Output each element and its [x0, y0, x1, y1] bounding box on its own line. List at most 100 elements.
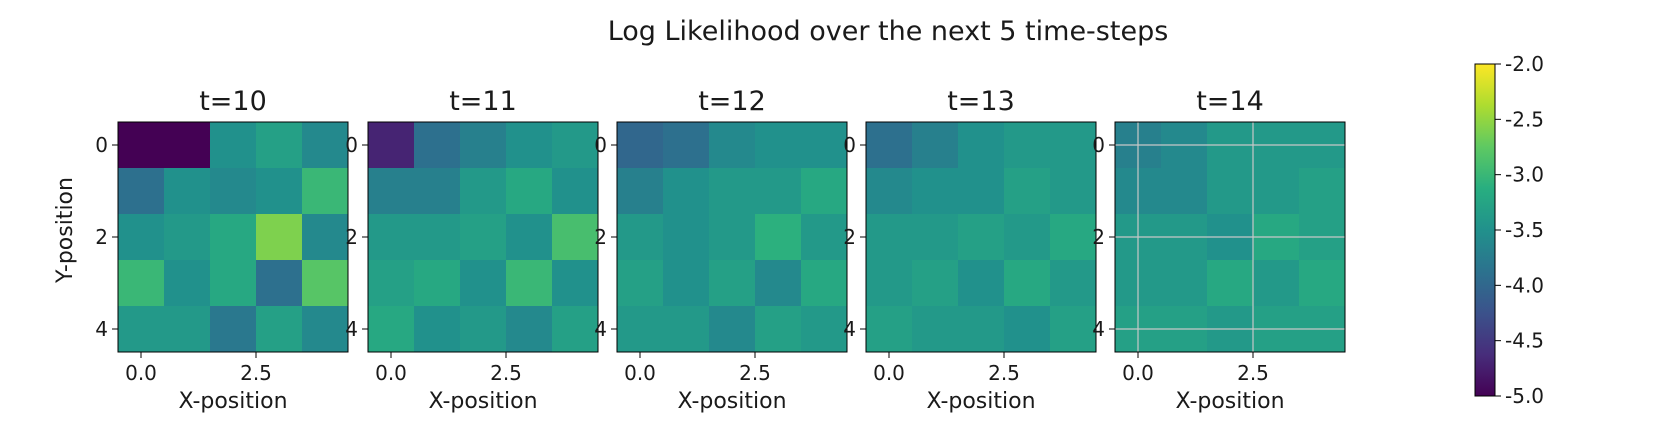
- heatmap-cell: [958, 214, 1005, 261]
- heatmap-cell: [1161, 260, 1208, 307]
- heatmap-cell: [866, 306, 913, 353]
- heatmap-cell: [617, 306, 664, 353]
- heatmap-cell: [302, 168, 349, 215]
- y-tick-label: 0: [843, 133, 856, 157]
- heatmap-cell: [118, 306, 165, 353]
- heatmap-cell: [866, 260, 913, 307]
- heatmap-cell: [302, 306, 349, 353]
- heatmap-cell: [617, 214, 664, 261]
- y-tick-label: 2: [345, 225, 358, 249]
- panel-title: t=11: [449, 86, 517, 117]
- heatmap-cell: [256, 214, 303, 261]
- heatmap-cell: [506, 214, 553, 261]
- heatmap-cell: [368, 306, 415, 353]
- heatmap-cell: [617, 168, 664, 215]
- heatmap-cell: [118, 122, 165, 169]
- heatmap-cell: [866, 168, 913, 215]
- heatmap-panel-t-12: t=12 0 2 4 0.0 2.5 X-position: [594, 86, 848, 414]
- heatmap-cell: [709, 168, 756, 215]
- y-tick-label: 0: [345, 133, 358, 157]
- y-tick-label: 2: [95, 225, 108, 249]
- colorbar-tick-label: -2.5: [1505, 107, 1544, 131]
- heatmap-cell: [256, 260, 303, 307]
- x-tick-label: 2.5: [739, 361, 771, 385]
- x-axis-label: X-position: [677, 389, 786, 414]
- heatmap-cell: [1299, 168, 1346, 215]
- y-axis-label: Y-position: [53, 177, 78, 284]
- heatmap-cell: [663, 122, 710, 169]
- heatmap-cell: [866, 122, 913, 169]
- heatmap-cell: [1004, 260, 1051, 307]
- heatmap-cell: [663, 168, 710, 215]
- heatmap-cell: [801, 214, 848, 261]
- heatmap-cell: [801, 168, 848, 215]
- colorbar-gradient: [1474, 63, 1496, 397]
- heatmap-cell: [368, 260, 415, 307]
- heatmap-cell: [302, 122, 349, 169]
- heatmap-cell: [755, 306, 802, 353]
- y-tick-label: 2: [1092, 225, 1105, 249]
- heatmap-cell: [118, 168, 165, 215]
- heatmap-cell: [663, 214, 710, 261]
- y-tick-label: 2: [594, 225, 607, 249]
- heatmap-cell: [755, 168, 802, 215]
- heatmap-cell: [460, 214, 507, 261]
- heatmap-panel-t-10: t=10 0 2 4 0.0 2.5 X-position: [95, 86, 349, 414]
- x-axis-label: X-position: [1175, 389, 1284, 414]
- panel-title: t=10: [199, 86, 267, 117]
- heatmap-cell: [552, 260, 599, 307]
- heatmap-cell: [210, 168, 257, 215]
- heatmap-cell: [552, 306, 599, 353]
- y-tick-label: 4: [345, 317, 358, 341]
- figure-title: Log Likelihood over the next 5 time-step…: [608, 16, 1169, 47]
- heatmap-cell: [118, 260, 165, 307]
- heatmap-cell: [1253, 260, 1300, 307]
- heatmap-panel-t-13: t=13 0 2 4 0.0 2.5 X-position: [843, 86, 1097, 414]
- heatmap-panels: t=10 0 2 4 0.0 2.5 X-position t=11 0 2 4 0.0 2.5 X-po…: [95, 86, 1346, 414]
- heatmap-cell: [1050, 168, 1097, 215]
- heatmap-cell: [414, 168, 461, 215]
- heatmap-cell: [164, 306, 211, 353]
- heatmap-cell: [210, 122, 257, 169]
- heatmap-cell: [958, 260, 1005, 307]
- x-tick-label: 2.5: [240, 361, 272, 385]
- heatmap-cell: [1161, 168, 1208, 215]
- heatmap-cell: [663, 306, 710, 353]
- heatmap-cell: [552, 214, 599, 261]
- heatmap-cell: [709, 306, 756, 353]
- heatmap-cell: [460, 168, 507, 215]
- heatmap-cell: [1253, 168, 1300, 215]
- heatmap-cell: [164, 214, 211, 261]
- heatmap-cell: [709, 122, 756, 169]
- heatmap-cell: [1004, 122, 1051, 169]
- heatmap-cell: [1207, 168, 1254, 215]
- colorbar-tick-label: -3.0: [1505, 163, 1544, 187]
- heatmap-cell: [958, 306, 1005, 353]
- x-tick-label: 2.5: [490, 361, 522, 385]
- heatmap-cell: [1004, 306, 1051, 353]
- heatmap-cell: [1004, 214, 1051, 261]
- heatmap-cell: [506, 306, 553, 353]
- heatmap-cell: [368, 122, 415, 169]
- heatmap-cell: [414, 306, 461, 353]
- heatmap-cell: [368, 168, 415, 215]
- heatmap-panel-t-14: t=14 0 2 4 0.0 2.5 X-position: [1092, 86, 1346, 414]
- x-tick-label: 0.0: [873, 361, 905, 385]
- heatmap-cell: [256, 306, 303, 353]
- heatmap-cell: [552, 168, 599, 215]
- x-tick-label: 0.0: [125, 361, 157, 385]
- heatmap-cell: [1004, 168, 1051, 215]
- heatmap-cell: [414, 214, 461, 261]
- heatmap-cell: [709, 214, 756, 261]
- heatmap-cell: [617, 260, 664, 307]
- heatmap-cell: [302, 260, 349, 307]
- heatmap-cell: [958, 122, 1005, 169]
- heatmap-cell: [1050, 306, 1097, 353]
- heatmap-cell: [958, 168, 1005, 215]
- heatmap-cell: [460, 260, 507, 307]
- heatmap-cell: [1299, 260, 1346, 307]
- heatmap-cell: [912, 122, 959, 169]
- heatmap-cell: [414, 122, 461, 169]
- colorbar-tick-label: -2.0: [1505, 52, 1544, 76]
- heatmap-cell: [210, 306, 257, 353]
